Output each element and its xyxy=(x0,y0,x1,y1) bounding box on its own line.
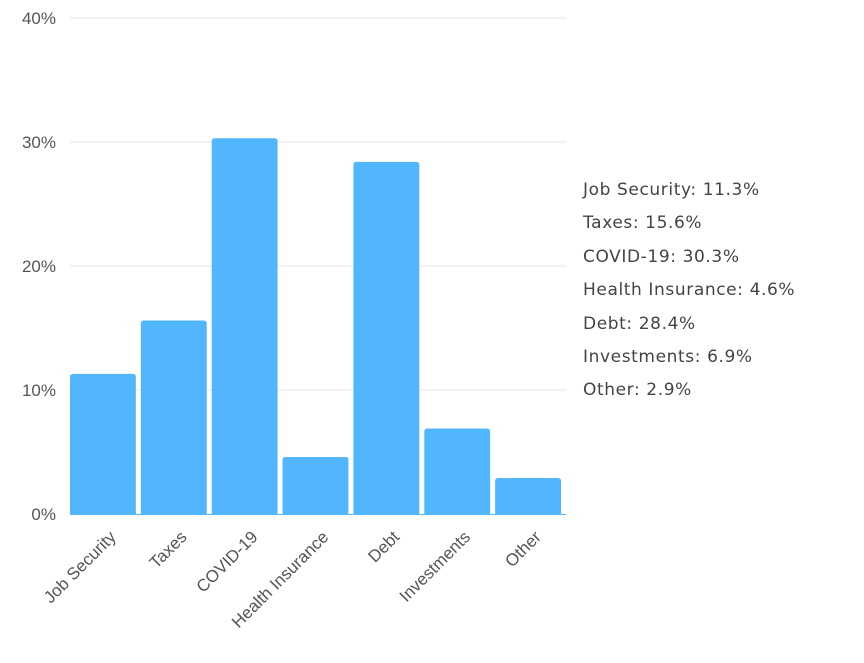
legend-item: Job Security: 11.3% xyxy=(583,180,760,200)
x-tick-label: Taxes xyxy=(146,527,191,572)
y-tick-label: 0% xyxy=(31,505,56,524)
y-tick-label: 10% xyxy=(22,381,56,400)
x-tick-label: Job Security xyxy=(40,527,120,607)
y-tick-label: 20% xyxy=(22,257,56,276)
y-tick-label: 30% xyxy=(22,133,56,152)
legend-item: Investments: 6.9% xyxy=(583,346,753,367)
chart-legend: Job Security: 11.3% Taxes: 15.6% COVID-19:… xyxy=(583,177,795,411)
bar-health-insurance[interactable] xyxy=(282,456,349,514)
x-tick-label: Debt xyxy=(364,527,403,566)
gridlines xyxy=(70,17,566,391)
bar-investments[interactable] xyxy=(424,428,491,514)
x-tick-label: Investments xyxy=(396,527,474,605)
bar-job-security[interactable] xyxy=(70,373,136,514)
bar-covid-19[interactable] xyxy=(211,138,278,514)
bar-taxes[interactable] xyxy=(140,320,207,514)
legend-item: Health Insurance: 4.6% xyxy=(583,280,796,301)
y-axis-tick-labels: 0% 10% 20% 30% 40% xyxy=(22,9,56,524)
legend-item: COVID-19: 30.3% xyxy=(583,246,740,267)
legend-item: Debt: 28.4% xyxy=(583,313,696,334)
bar-other[interactable] xyxy=(495,478,561,514)
x-tick-label: Other xyxy=(501,527,545,571)
bar-debt[interactable] xyxy=(353,161,420,514)
legend-item: Other: 2.9% xyxy=(583,380,692,401)
bars xyxy=(70,138,561,514)
y-tick-label: 40% xyxy=(22,9,56,28)
x-tick-label: COVID-19 xyxy=(193,527,262,596)
legend-item: Taxes: 15.6% xyxy=(583,213,703,234)
